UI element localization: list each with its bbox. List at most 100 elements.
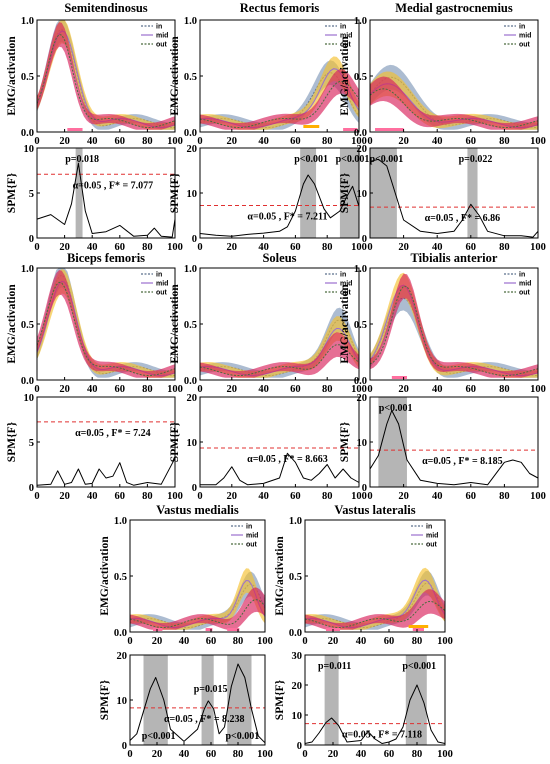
panel-title: Vastus medialis xyxy=(156,503,239,517)
x-tick-label: 60 xyxy=(290,384,301,395)
x-tick-label: 100 xyxy=(530,242,546,253)
x-tick-label: 20 xyxy=(227,491,238,502)
x-tick-label: 40 xyxy=(87,384,98,395)
x-tick-label: 0 xyxy=(302,636,307,647)
spm-y-label: SPM{F} xyxy=(6,421,18,462)
alpha-threshold-label: α=0.05 , F* = 7.211 xyxy=(247,212,327,223)
alpha-threshold-label: α=0.05 , F* = 7.118 xyxy=(342,730,422,741)
x-tick-label: 0 xyxy=(197,242,202,253)
spm-curve xyxy=(36,162,176,238)
significance-bar xyxy=(227,628,240,631)
p-value-label: p<0.001 xyxy=(142,731,176,742)
x-tick-label: 20 xyxy=(398,491,409,502)
emg-band-out xyxy=(370,76,538,130)
legend-label-out: out xyxy=(519,290,531,297)
x-tick-label: 60 xyxy=(115,384,126,395)
x-tick-label: 80 xyxy=(499,384,510,395)
spm-y-label: SPM{F} xyxy=(274,679,286,720)
alpha-threshold-label: α=0.05 , F* = 7.24 xyxy=(75,428,151,439)
y-tick-label: 0.5 xyxy=(354,320,367,331)
alpha-threshold-label: α=0.05 , F* = 8.663 xyxy=(247,454,328,465)
spm-axes-frame xyxy=(304,654,446,746)
x-tick-label: 100 xyxy=(167,384,183,395)
y-tick-label: 10 xyxy=(357,438,368,449)
p-value-label: p=0.018 xyxy=(65,154,99,165)
y-tick-label: 0.5 xyxy=(184,72,197,83)
spm-y-label: SPM{F} xyxy=(169,172,181,213)
x-tick-label: 100 xyxy=(351,242,367,253)
x-tick-label: 80 xyxy=(322,491,333,502)
emg-y-label: EMG/activation xyxy=(339,36,351,116)
x-tick-label: 80 xyxy=(499,136,510,147)
legend-label-out: out xyxy=(156,290,168,297)
y-tick-label: 0.5 xyxy=(289,572,302,583)
significant-cluster xyxy=(324,655,339,745)
legend-label-in: in xyxy=(156,272,162,279)
y-tick-label: 0 xyxy=(362,234,367,245)
x-tick-label: 20 xyxy=(59,384,70,395)
p-value-label: p=0.011 xyxy=(318,661,351,672)
p-value-label: p<0.001 xyxy=(402,661,436,672)
y-tick-label: 0.0 xyxy=(184,376,197,387)
spm-curve xyxy=(369,410,539,486)
x-tick-label: 60 xyxy=(290,136,301,147)
x-tick-label: 80 xyxy=(142,384,153,395)
emg-y-label: EMG/activation xyxy=(274,536,286,616)
significant-cluster xyxy=(201,655,214,745)
x-tick-label: 100 xyxy=(257,636,273,647)
spm-curve xyxy=(199,174,360,237)
x-tick-label: 80 xyxy=(499,242,510,253)
significance-bar xyxy=(303,125,320,128)
legend-label-mid: mid xyxy=(519,33,531,40)
panel-title: Rectus femoris xyxy=(240,1,320,15)
legend-label-in: in xyxy=(340,272,346,279)
spm-y-label: SPM{F} xyxy=(339,421,351,462)
emg-mean-out xyxy=(369,285,539,376)
y-tick-label: 0 xyxy=(122,741,127,752)
alpha-threshold-label: α=0.05 , F* = 8.238 xyxy=(164,714,245,725)
x-tick-label: 40 xyxy=(356,636,367,647)
y-tick-label: 0.5 xyxy=(21,72,34,83)
y-tick-label: 20 xyxy=(187,144,198,155)
y-tick-label: 0.5 xyxy=(21,320,34,331)
spm-curve xyxy=(304,684,446,744)
y-tick-label: 1.0 xyxy=(354,16,367,27)
x-tick-label: 40 xyxy=(258,491,269,502)
y-tick-label: 0 xyxy=(29,234,34,245)
x-tick-label: 60 xyxy=(384,749,395,760)
y-tick-label: 0.0 xyxy=(114,628,127,639)
legend-label-out: out xyxy=(156,42,168,49)
emg-y-label: EMG/activation xyxy=(169,284,181,364)
x-tick-label: 80 xyxy=(322,242,333,253)
x-tick-label: 40 xyxy=(179,749,190,760)
x-tick-label: 0 xyxy=(367,136,372,147)
legend-label-out: out xyxy=(340,290,352,297)
y-tick-label: 0.5 xyxy=(114,572,127,583)
legend-label-mid: mid xyxy=(519,281,531,288)
x-tick-label: 20 xyxy=(227,242,238,253)
x-tick-label: 100 xyxy=(257,749,273,760)
x-tick-label: 100 xyxy=(530,136,546,147)
emg-band-out xyxy=(200,69,359,130)
emg-band-in xyxy=(200,60,359,130)
spm-y-label: SPM{F} xyxy=(339,172,351,213)
x-tick-label: 0 xyxy=(197,384,202,395)
legend-label-in: in xyxy=(340,24,346,31)
y-tick-label: 0.5 xyxy=(184,320,197,331)
legend-label-in: in xyxy=(519,24,525,31)
y-tick-label: 1.0 xyxy=(21,264,34,275)
significance-bar xyxy=(67,128,83,131)
x-tick-label: 80 xyxy=(142,491,153,502)
x-tick-label: 80 xyxy=(233,749,244,760)
emg-y-label: EMG/activation xyxy=(169,36,181,116)
x-tick-label: 100 xyxy=(167,136,183,147)
spm-curve xyxy=(369,158,539,238)
panel-title: Medial gastrocnemius xyxy=(395,1,513,15)
legend-label-in: in xyxy=(426,524,432,531)
x-tick-label: 40 xyxy=(258,384,269,395)
emg-band-mid xyxy=(370,272,538,378)
